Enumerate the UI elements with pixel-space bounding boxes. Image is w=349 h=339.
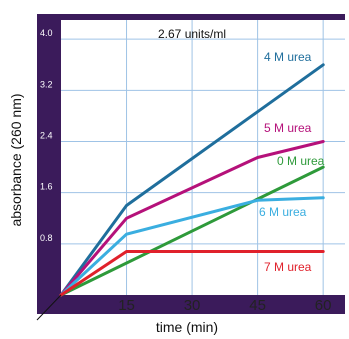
- series-line-0-m-urea: [59, 165, 325, 297]
- series-line-4-m-urea: [59, 63, 325, 297]
- y-tick-label: 1.6: [40, 182, 53, 192]
- series-label-4-m-urea: 4 M urea: [264, 50, 312, 64]
- chart-frame-top: [37, 14, 345, 20]
- series-label-6-m-urea: 6 M urea: [259, 205, 307, 219]
- y-axis-label: absorbance (260 nm): [8, 93, 24, 226]
- y-axis-band: [37, 14, 61, 295]
- annotation-units: 2.67 units/ml: [158, 27, 226, 41]
- y-tick-label: 2.4: [40, 131, 53, 141]
- series-label-5-m-urea: 5 M urea: [264, 121, 312, 135]
- x-tick-label: 15: [118, 297, 135, 314]
- x-tick-label: 45: [249, 297, 266, 314]
- series-label-0-m-urea: 0 M urea: [277, 154, 325, 168]
- series-lines: [59, 63, 325, 297]
- series-line-6-m-urea: [59, 196, 325, 297]
- x-tick-labels: 15 30 45 60: [118, 297, 331, 314]
- x-tick-label: 60: [315, 297, 332, 314]
- x-tick-label: 30: [184, 297, 201, 314]
- series-labels: 4 M urea 5 M urea 0 M urea 6 M urea 7 M urea: [259, 50, 325, 274]
- grid: [61, 20, 345, 295]
- series-label-7-m-urea: 7 M urea: [264, 260, 312, 274]
- x-axis-label: time (min): [156, 319, 218, 335]
- series-line-7-m-urea: [59, 250, 325, 297]
- y-tick-labels: 0.8 1.6 2.4 3.2 4.0: [40, 28, 53, 243]
- y-tick-label: 4.0: [40, 28, 53, 38]
- x-axis-band: [37, 295, 345, 314]
- origin-diagonal: [36, 294, 62, 321]
- y-tick-label: 0.8: [40, 233, 53, 243]
- series-line-5-m-urea: [59, 140, 325, 297]
- y-tick-label: 3.2: [40, 79, 53, 89]
